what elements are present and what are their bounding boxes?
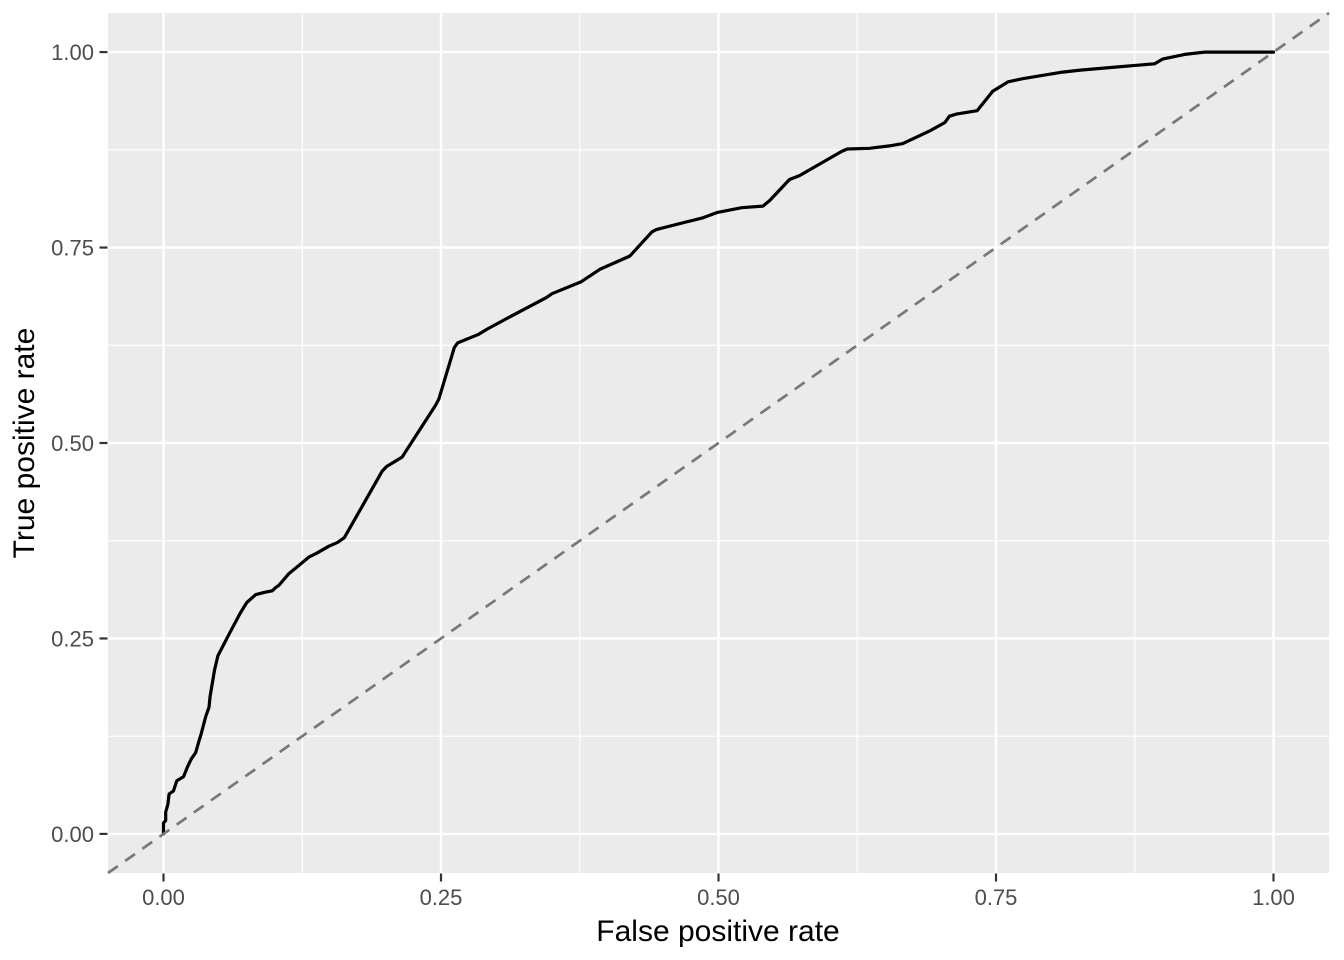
axis-tick-marks xyxy=(99,50,1275,882)
x-tick-label: 0.00 xyxy=(142,885,185,910)
roc_curve-line xyxy=(161,50,1276,836)
axis-tick-labels: 0.00 0.25 0.50 0.75 1.00 0.00 0.25 0.50 0.75 1.00 xyxy=(51,40,1295,910)
series-layer xyxy=(107,11,1330,875)
y-tick-label: 0.75 xyxy=(51,236,94,261)
x-tick-label: 0.75 xyxy=(975,885,1018,910)
y-tick-label: 1.00 xyxy=(51,40,94,65)
y-tick-label: 0.25 xyxy=(51,626,94,651)
y-axis-title: True positive rate xyxy=(8,328,41,559)
x-tick-label: 0.50 xyxy=(697,885,740,910)
x-tick-label: 1.00 xyxy=(1252,885,1295,910)
chance_diagonal-line xyxy=(107,11,1330,875)
y-tick-label: 0.00 xyxy=(51,822,94,847)
x-tick-label: 0.25 xyxy=(420,885,463,910)
x-axis-title: False positive rate xyxy=(596,915,839,948)
y-tick-label: 0.50 xyxy=(51,431,94,456)
